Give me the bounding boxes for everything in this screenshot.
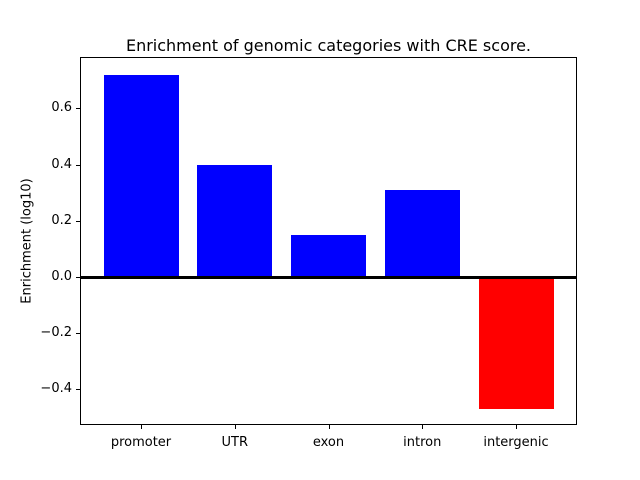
bar-promoter bbox=[103, 74, 179, 277]
bar-UTR bbox=[197, 164, 273, 277]
y-tick-mark bbox=[76, 389, 80, 391]
y-axis-label: Enrichment (log10) bbox=[19, 178, 35, 304]
bar-intron bbox=[384, 189, 460, 277]
y-tick-mark bbox=[76, 108, 80, 110]
bar-exon bbox=[291, 234, 366, 277]
y-tick-mark bbox=[76, 276, 80, 278]
chart-title: Enrichment of genomic categories with CR… bbox=[125, 36, 532, 55]
x-tick-label-UTR: UTR bbox=[221, 435, 249, 450]
y-tick-mark bbox=[76, 333, 80, 335]
bar-intergenic bbox=[478, 276, 554, 410]
y-tick-label: −0.2 bbox=[40, 325, 72, 341]
x-tick-mark bbox=[422, 425, 424, 429]
y-tick-label: 0.6 bbox=[51, 100, 72, 116]
x-tick-label-promoter: promoter bbox=[110, 435, 172, 450]
x-tick-mark bbox=[141, 425, 142, 429]
y-tick-mark bbox=[76, 220, 80, 222]
x-tick-label-intergenic: intergenic bbox=[483, 435, 549, 450]
x-tick-label-exon: exon bbox=[312, 435, 345, 450]
y-tick-mark bbox=[76, 164, 80, 166]
x-tick-mark bbox=[516, 425, 517, 429]
y-tick-label: 0.0 bbox=[51, 268, 72, 284]
plot-area bbox=[80, 57, 577, 425]
x-tick-label-intron: intron bbox=[403, 435, 442, 450]
y-tick-label: 0.4 bbox=[51, 156, 72, 172]
x-tick-mark bbox=[234, 425, 236, 429]
y-tick-label: −0.4 bbox=[40, 381, 72, 397]
x-tick-mark bbox=[328, 425, 330, 429]
zero-line bbox=[81, 275, 576, 279]
y-tick-label: 0.2 bbox=[51, 212, 72, 228]
